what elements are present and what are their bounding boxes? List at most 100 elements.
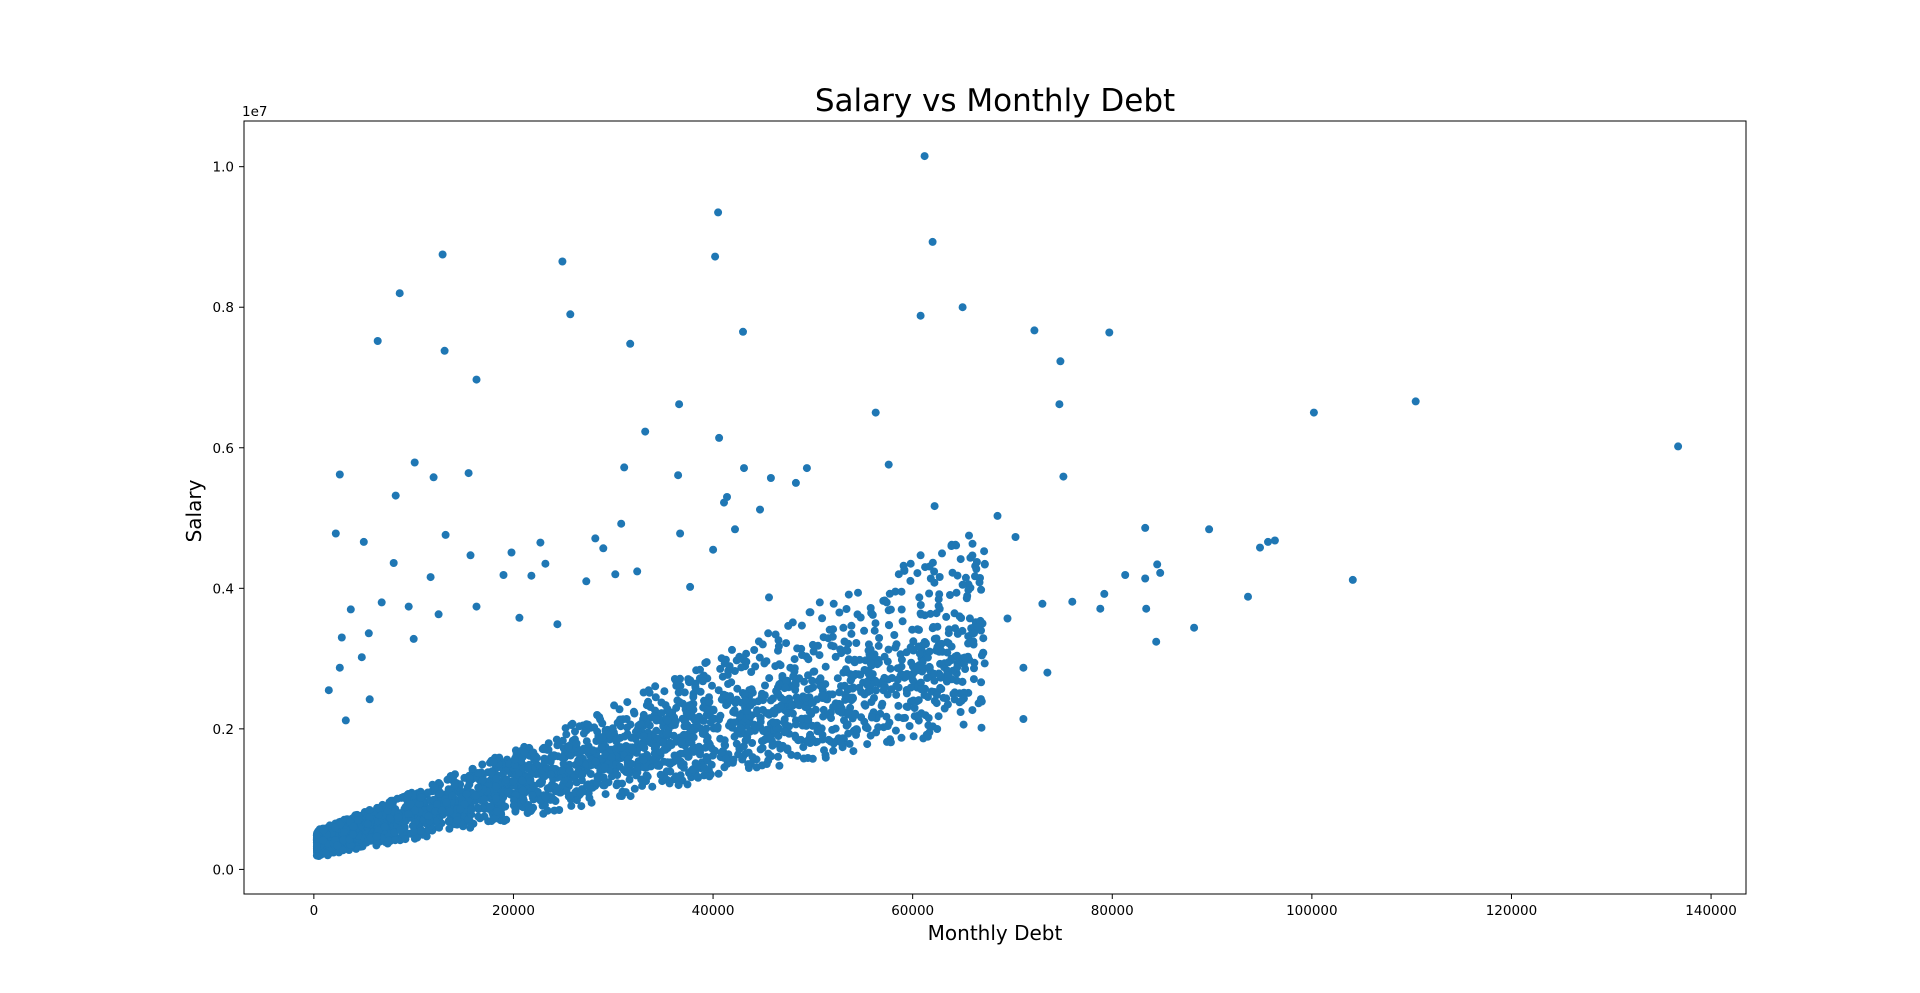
data-point <box>750 646 759 654</box>
data-point <box>462 790 471 799</box>
data-point <box>711 252 720 261</box>
data-point <box>583 747 592 756</box>
data-point <box>818 735 827 744</box>
data-point <box>1142 604 1151 613</box>
data-point <box>354 816 363 824</box>
data-point <box>395 289 404 298</box>
data-point <box>696 687 705 696</box>
y-tick-label: 0.4 <box>213 581 234 597</box>
data-point <box>809 647 818 656</box>
data-point <box>553 787 562 796</box>
data-point <box>565 766 574 775</box>
data-point <box>953 663 962 672</box>
data-point <box>675 698 684 707</box>
data-point <box>917 709 926 718</box>
data-point <box>797 621 806 630</box>
data-point <box>884 460 893 469</box>
data-point <box>821 662 830 671</box>
data-point <box>696 665 704 674</box>
data-point <box>675 400 684 409</box>
data-point <box>499 571 508 579</box>
data-point <box>845 739 854 748</box>
data-point <box>844 707 853 716</box>
data-point <box>821 753 830 762</box>
data-point <box>333 841 342 850</box>
data-point <box>1205 525 1214 534</box>
data-point <box>829 703 838 712</box>
data-point <box>597 743 606 752</box>
data-point <box>448 791 457 800</box>
data-point <box>933 622 942 631</box>
data-point <box>721 691 730 700</box>
data-point <box>788 702 797 710</box>
data-point <box>471 791 480 800</box>
data-point <box>1270 536 1279 545</box>
data-point <box>527 571 536 580</box>
data-point <box>766 734 775 743</box>
data-point <box>1019 663 1028 672</box>
data-point <box>591 534 600 543</box>
data-point <box>335 470 344 479</box>
data-point <box>770 718 779 727</box>
data-point <box>908 676 917 685</box>
data-point <box>766 474 775 482</box>
data-point <box>657 709 666 718</box>
data-point <box>928 237 937 246</box>
data-point <box>923 732 932 741</box>
data-point <box>577 802 586 811</box>
data-point <box>756 717 765 726</box>
data-point <box>456 805 465 814</box>
data-point <box>942 612 951 621</box>
data-point <box>747 685 756 694</box>
data-point <box>791 478 800 487</box>
data-point <box>515 613 524 622</box>
data-point <box>897 655 906 664</box>
data-point <box>735 652 744 661</box>
data-point <box>884 621 893 629</box>
data-point <box>492 807 501 816</box>
data-point <box>782 639 791 648</box>
data-point <box>765 674 774 683</box>
data-point <box>934 601 943 610</box>
data-point <box>993 511 1002 520</box>
data-point <box>679 763 688 772</box>
data-point <box>791 720 800 729</box>
data-point <box>510 755 519 764</box>
data-point <box>894 701 903 710</box>
data-point <box>363 819 372 828</box>
data-point <box>651 693 660 702</box>
data-point <box>925 589 934 598</box>
data-point <box>816 674 825 683</box>
data-points <box>312 152 1683 860</box>
data-point <box>686 676 695 685</box>
data-point <box>641 427 650 436</box>
data-point <box>596 715 605 724</box>
data-point <box>1056 357 1065 366</box>
data-point <box>337 633 346 642</box>
data-point <box>1141 574 1150 583</box>
data-point <box>883 722 892 730</box>
data-point <box>901 672 910 681</box>
data-point <box>1105 328 1114 337</box>
data-point <box>728 645 736 654</box>
x-tick-label: 100000 <box>1286 903 1338 919</box>
data-point <box>906 559 915 568</box>
data-point <box>1019 715 1028 723</box>
data-point <box>779 695 788 704</box>
data-point <box>934 712 943 721</box>
data-point <box>852 639 861 647</box>
data-point <box>828 725 837 734</box>
data-point <box>925 647 934 656</box>
data-point <box>727 678 736 687</box>
data-point <box>739 742 748 751</box>
data-point <box>625 775 634 784</box>
data-point <box>907 658 916 667</box>
data-point <box>443 775 452 784</box>
data-point <box>752 709 761 718</box>
data-point <box>829 746 838 755</box>
data-point <box>883 657 892 666</box>
data-point <box>804 715 813 724</box>
data-point <box>714 769 723 778</box>
data-point <box>980 547 989 556</box>
data-point <box>324 686 333 695</box>
